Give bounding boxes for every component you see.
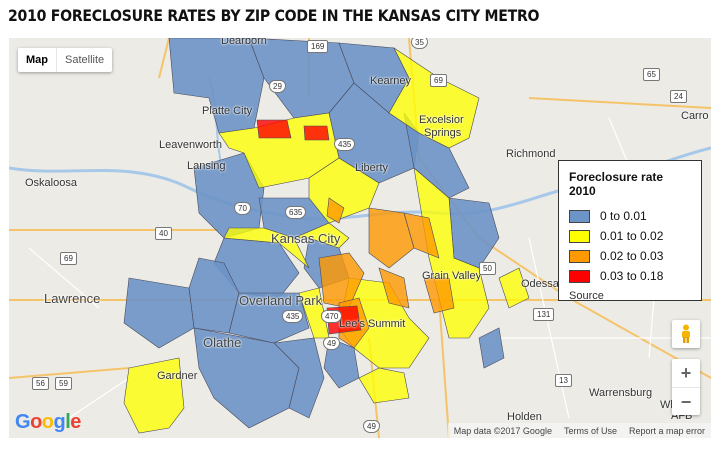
label-kansas-city: Kansas City (271, 231, 341, 246)
label-leavenworth: Leavenworth (159, 139, 222, 151)
highway-shield: 24 (670, 90, 687, 103)
legend-item: 0.01 to 0.02 (569, 226, 691, 246)
legend-title: Foreclosure rate 2010 (569, 170, 664, 198)
highway-shield: 435 (282, 310, 304, 323)
google-logo[interactable]: Google (15, 411, 81, 433)
highway-shield: 131 (533, 308, 555, 321)
label-platte-city: Platte City (202, 105, 253, 117)
legend-source-link[interactable]: Source (569, 290, 604, 302)
highway-shield: 29 (269, 80, 286, 93)
legend-item-label: 0 to 0.01 (600, 209, 647, 223)
legend-swatch (569, 269, 590, 283)
label-holden: Holden (507, 411, 542, 423)
terms-of-use-link[interactable]: Terms of Use (563, 425, 617, 436)
map-type-map-button[interactable]: Map (26, 54, 48, 66)
highway-shield: 635 (285, 206, 307, 219)
label-olathe: Olathe (203, 335, 242, 350)
zoom-control: + − (672, 359, 700, 415)
highway-shield: 69 (430, 74, 447, 87)
label-grain-valley: Grain Valley (422, 270, 482, 282)
map-canvas[interactable]: Platte City Kearney Excelsior Springs Le… (9, 38, 711, 438)
label-lawrence: Lawrence (44, 291, 101, 306)
map-type-satellite-button[interactable]: Satellite (56, 48, 112, 72)
map-data-attribution: Map data ©2017 Google (453, 425, 552, 436)
highway-shield: 59 (55, 377, 72, 390)
highway-shield: 49 (323, 337, 340, 350)
label-overland-park: Overland Park (239, 293, 323, 308)
legend-item: 0.03 to 0.18 (569, 266, 691, 286)
highway-shield: 169 (307, 40, 329, 53)
label-carrollton: Carro (681, 110, 709, 122)
legend-item-label: 0.02 to 0.03 (600, 249, 664, 263)
label-lees-summit: Lee's Summit (339, 318, 406, 330)
label-kearney: Kearney (370, 75, 411, 87)
label-excelsior: Excelsior (419, 114, 464, 126)
label-dearborn: Dearborn (221, 38, 267, 47)
highway-shield: 70 (234, 202, 251, 215)
legend-swatch (569, 229, 590, 243)
attribution-bar: Map data ©2017 Google Terms of Use Repor… (447, 423, 711, 438)
highway-shield: 69 (60, 252, 77, 265)
street-view-pegman[interactable] (672, 320, 700, 348)
highway-shield: 40 (155, 227, 172, 240)
report-map-error-link[interactable]: Report a map error (628, 425, 705, 436)
map-base (9, 38, 711, 438)
highway-shield: 49 (363, 420, 380, 433)
label-gardner: Gardner (157, 370, 198, 382)
legend-swatch (569, 209, 590, 223)
label-liberty: Liberty (355, 162, 389, 174)
highway-shield: 65 (643, 68, 660, 81)
label-oskaloosa: Oskaloosa (25, 177, 77, 189)
legend-item: 0 to 0.01 (569, 206, 691, 226)
label-lansing: Lansing (187, 160, 226, 172)
label-odessa: Odessa (521, 278, 559, 290)
zoom-out-button[interactable]: − (672, 387, 700, 416)
highway-shield: 470 (321, 310, 343, 323)
map-type-control: Map Satellite (18, 48, 113, 72)
label-warrensburg: Warrensburg (589, 387, 653, 399)
highway-shield: 435 (334, 138, 356, 151)
highway-shield: 13 (555, 374, 572, 387)
zoom-in-button[interactable]: + (680, 362, 692, 383)
pegman-icon (682, 324, 690, 343)
highway-shield: 56 (32, 377, 49, 390)
highway-shield: 35 (411, 38, 428, 49)
label-springs: Springs (424, 127, 462, 139)
legend-item: 0.02 to 0.03 (569, 246, 691, 266)
page-title: 2010 FORECLOSURE RATES BY ZIP CODE IN TH… (8, 6, 540, 25)
legend-item-label: 0.01 to 0.02 (600, 229, 664, 243)
legend-swatch (569, 249, 590, 263)
legend: Foreclosure rate 2010 0 to 0.01 0.01 to … (558, 160, 702, 302)
legend-item-label: 0.03 to 0.18 (600, 269, 664, 283)
label-richmond: Richmond (506, 148, 556, 160)
highway-shield: 50 (479, 262, 496, 275)
